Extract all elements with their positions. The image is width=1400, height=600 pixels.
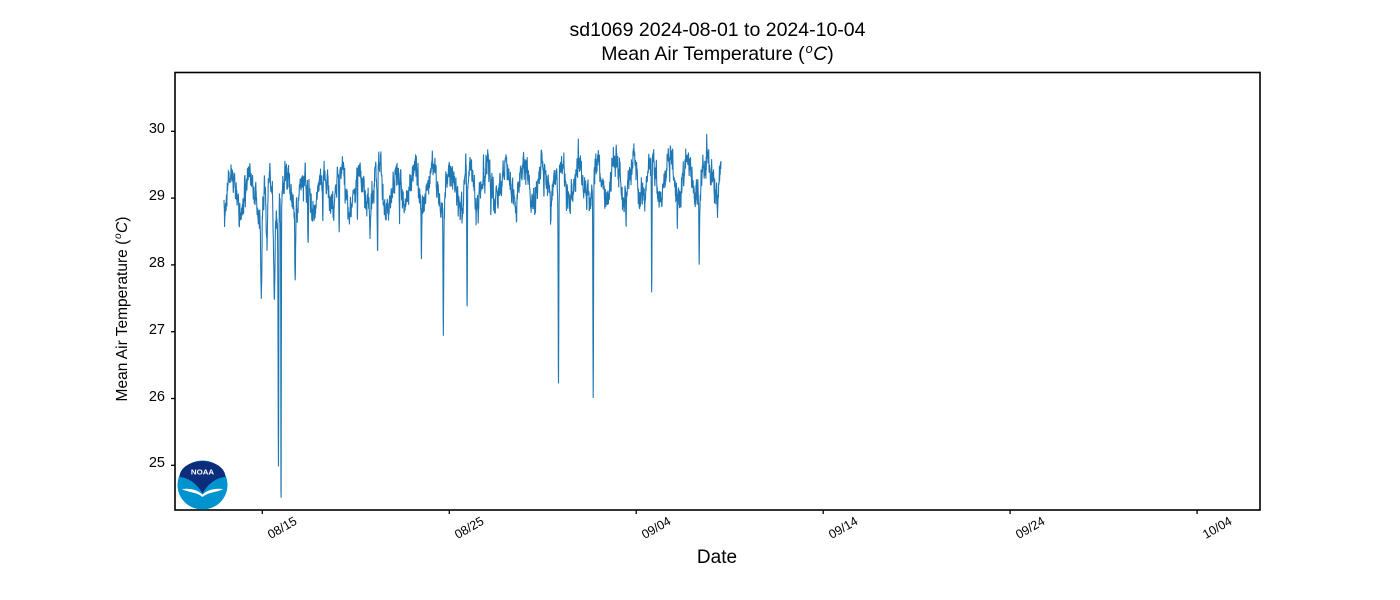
svg-text:NOAA: NOAA xyxy=(191,468,215,477)
